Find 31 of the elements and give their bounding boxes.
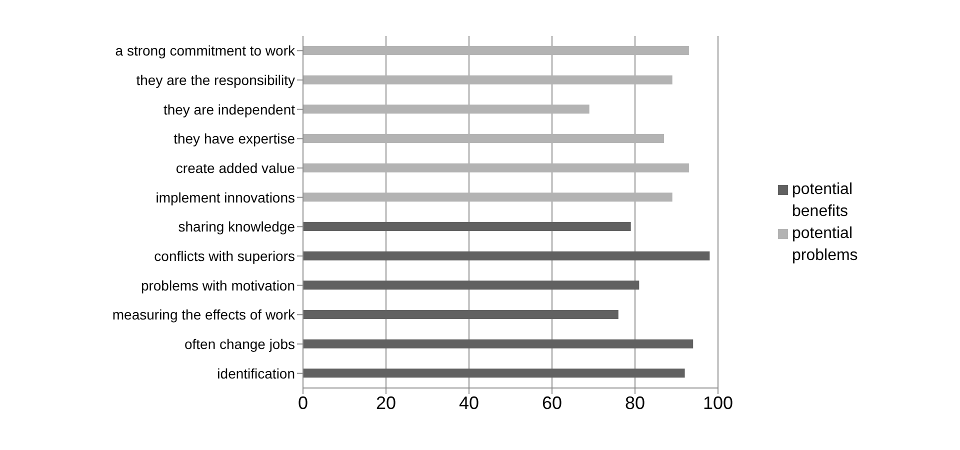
- bar: [303, 75, 672, 84]
- legend-label: potential problems: [792, 224, 859, 266]
- y-tick-label: measuring the effects of work: [112, 306, 296, 323]
- y-tick-label: create added value: [176, 160, 296, 176]
- y-tick-label: identification: [217, 365, 295, 382]
- x-tick-label: 60: [542, 392, 562, 413]
- bar: [303, 368, 685, 378]
- y-tick-label: they have expertise: [174, 130, 296, 147]
- y-tick-label: sharing knowledge: [178, 218, 296, 235]
- bar: [303, 310, 618, 319]
- bar: [303, 104, 590, 114]
- x-tick-label: 40: [458, 392, 480, 413]
- bar: [303, 339, 694, 348]
- x-tick-label: 20: [376, 392, 396, 413]
- y-tick-label: problems with motivation: [140, 277, 295, 294]
- bar: [303, 222, 631, 231]
- y-tick-label: a strong commitment to work: [115, 42, 296, 59]
- x-tick-label: 80: [624, 392, 646, 413]
- bar: [303, 46, 689, 55]
- bar: [303, 192, 672, 202]
- bar: [303, 163, 689, 172]
- bar: [303, 251, 710, 260]
- y-tick-label: often change jobs: [184, 336, 295, 352]
- y-tick-label: implement innovations: [156, 189, 295, 206]
- x-tick-label: 100: [702, 392, 734, 413]
- y-tick-label: conflicts with superiors: [154, 248, 295, 264]
- y-tick-label: they are independent: [163, 101, 296, 118]
- y-tick-label: they are the responsibility: [136, 72, 295, 88]
- x-tick-label: 0: [298, 392, 308, 413]
- bar: [303, 134, 664, 143]
- bar: [303, 280, 640, 290]
